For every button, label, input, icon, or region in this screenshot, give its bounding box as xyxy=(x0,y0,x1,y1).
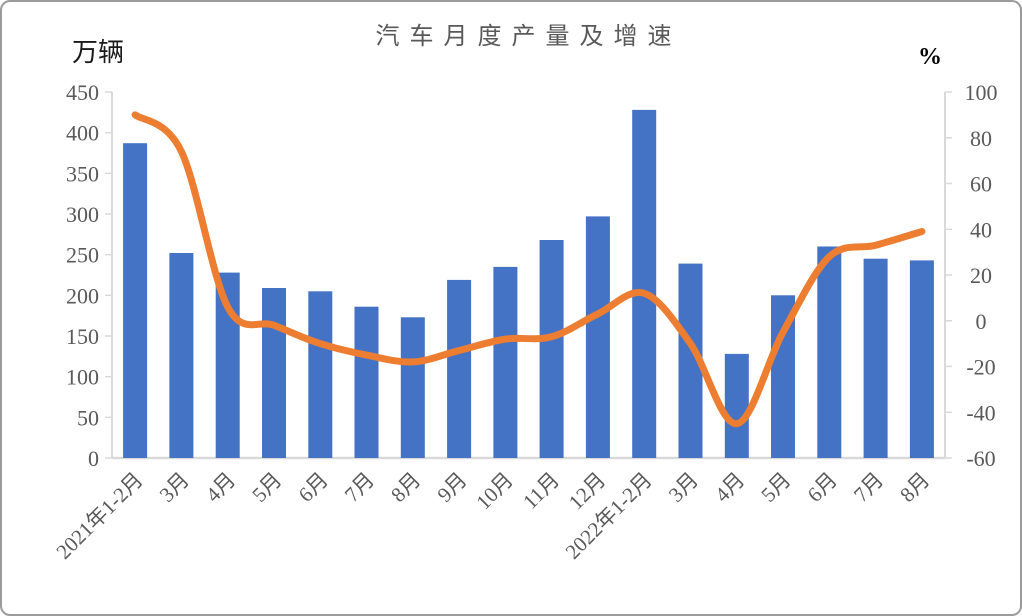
production-bar xyxy=(447,279,472,458)
left-axis-tick-label: 450 xyxy=(66,80,99,105)
x-axis-label: 2021年1-2月 xyxy=(51,468,147,564)
production-bar xyxy=(169,253,194,458)
production-bar xyxy=(123,143,148,458)
production-bar xyxy=(632,109,657,459)
production-bar xyxy=(539,240,564,458)
x-axis-label: 8月 xyxy=(895,468,934,507)
x-axis-label: 5月 xyxy=(247,468,286,507)
right-axis-unit-label: % xyxy=(918,44,942,70)
production-bar xyxy=(909,260,934,458)
x-axis-label: 2022年1-2月 xyxy=(561,468,657,564)
production-bar xyxy=(585,216,610,458)
growth-line xyxy=(131,111,926,428)
x-axis-label: 9月 xyxy=(432,468,471,507)
left-axis-tick-label: 400 xyxy=(66,121,99,146)
production-bar xyxy=(493,266,518,458)
right-axis-tick-label: 60 xyxy=(970,172,992,197)
production-bar xyxy=(400,317,425,458)
x-axis-label: 3月 xyxy=(155,468,194,507)
x-axis-label: 8月 xyxy=(386,468,425,507)
production-bar xyxy=(354,306,379,458)
left-axis-unit-label: 万辆 xyxy=(72,38,125,67)
right-axis-tick-label: 20 xyxy=(970,263,992,288)
right-axis-tick-label: -20 xyxy=(966,355,995,380)
left-axis-tick-label: 250 xyxy=(66,243,99,268)
x-axis-label: 7月 xyxy=(849,468,888,507)
right-axis-tick-label: 100 xyxy=(965,80,998,105)
left-axis-tick-label: 50 xyxy=(77,405,99,430)
right-axis-tick-label: -40 xyxy=(966,400,995,425)
production-bar xyxy=(308,291,333,458)
right-axis-tick-label: 0 xyxy=(976,309,987,334)
production-bar xyxy=(262,288,286,458)
production-bar xyxy=(863,258,888,458)
x-axis-label: 6月 xyxy=(803,468,842,507)
left-axis-tick-label: 0 xyxy=(88,446,99,471)
left-axis-tick-label: 350 xyxy=(66,161,99,186)
x-axis-label: 4月 xyxy=(201,468,240,507)
x-axis-label: 5月 xyxy=(756,468,795,507)
x-axis-label: 6月 xyxy=(294,468,333,507)
x-axis-label: 10月 xyxy=(471,468,518,515)
right-axis-tick-label: -60 xyxy=(966,446,995,471)
left-axis-tick-label: 300 xyxy=(66,202,99,227)
production-bar xyxy=(817,246,842,458)
left-axis-tick-label: 200 xyxy=(66,283,99,308)
x-axis-label: 11月 xyxy=(518,468,564,514)
x-axis-label: 3月 xyxy=(664,468,703,507)
chart-title: 汽车月度产量及增速 xyxy=(375,24,682,50)
right-axis-tick-label: 80 xyxy=(970,126,992,151)
x-axis-label: 7月 xyxy=(340,468,379,507)
x-axis-label: 4月 xyxy=(710,468,749,507)
production-bar xyxy=(724,353,749,458)
left-axis-tick-label: 100 xyxy=(66,365,99,390)
right-axis-tick-label: 40 xyxy=(970,217,992,242)
left-axis-tick-label: 150 xyxy=(66,324,99,349)
